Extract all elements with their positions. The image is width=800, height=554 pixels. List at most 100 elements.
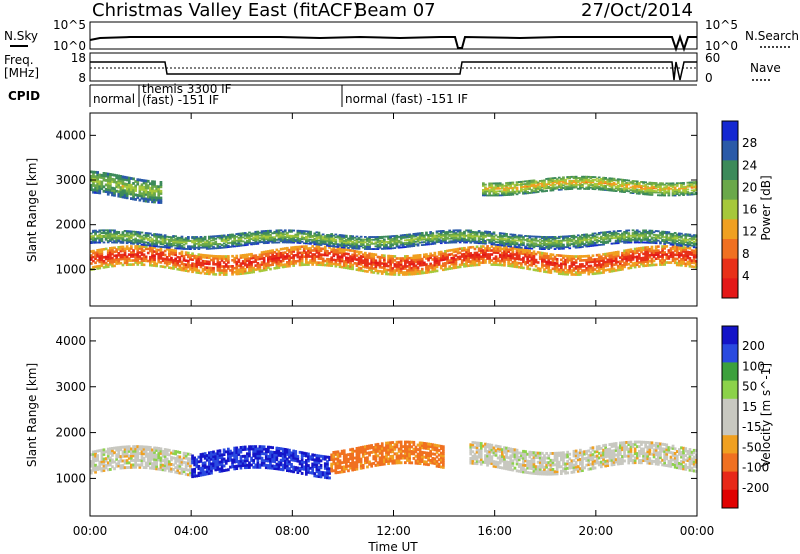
power-cell [515,257,519,261]
power-cell [420,241,424,244]
power-cell [410,241,414,244]
power-cell [576,187,580,190]
power-cell [117,240,121,243]
power-cell [235,262,239,266]
power-cell [140,183,144,187]
power-cell [562,180,565,183]
power-cell [633,263,637,267]
power-cell [460,232,464,234]
power-cell [321,238,325,241]
power-cell [551,188,555,190]
power-cell [431,241,435,244]
power-cell [663,245,666,248]
power-cell [243,234,247,237]
power-cell [117,262,121,265]
power-cell [456,237,460,240]
power-cell [338,259,342,263]
power-cell [547,177,551,180]
power-cell [136,243,140,246]
power-cell [182,243,186,246]
power-cell [305,253,308,256]
power-cell [597,237,601,240]
power-cell [587,244,591,246]
power-cell [239,243,243,246]
power-cell [243,255,247,259]
power-cell [106,237,110,240]
cpid-segment-1: normal [93,92,135,106]
power-cell [155,242,158,245]
power-cell [283,240,287,242]
power-cell [286,255,289,258]
power-cell [246,257,249,261]
power-cell [591,232,595,235]
power-cell [273,237,277,240]
power-cell [117,183,121,187]
power-cell [547,266,551,270]
power-cell [444,236,447,239]
power-cell [412,243,416,246]
power-cell [467,252,470,255]
power-cell [520,180,523,183]
power-cell [444,252,447,255]
power-cell [678,263,681,267]
power-cell [140,185,144,189]
power-cell [338,244,342,247]
power-cell [127,183,131,187]
power-cell [528,247,532,250]
power-cell [102,232,106,234]
power-cell [98,256,102,260]
power-cell [682,246,685,249]
power-cell [121,231,125,234]
power-cell [243,241,247,244]
power-cell [389,247,392,250]
power-cell [393,259,397,262]
power-cell [661,261,664,264]
power-cell [427,270,430,274]
power-cell [600,178,603,180]
power-cell [549,181,553,184]
power-cell [517,255,521,259]
power-cell [222,269,226,272]
power-cell [130,233,133,236]
power-cell [463,246,466,250]
power-cell [340,242,344,245]
power-cell [109,234,112,237]
power-cell [119,195,123,198]
power-cell [404,246,407,248]
power-cell [505,183,508,186]
power-cell [125,176,129,180]
power-cell [208,242,211,245]
power-cell [694,249,698,253]
power-cell [399,246,403,249]
power-cell [94,229,97,232]
power-cell [243,233,247,236]
power-cell [269,237,272,240]
power-cell [488,239,491,241]
power-cell [635,240,639,242]
power-cell [104,263,108,267]
power-cell [418,264,422,267]
power-cell [595,233,599,236]
power-cell [530,256,534,259]
power-cell [549,261,553,264]
power-cell [488,253,491,256]
power-cell [231,271,234,274]
power-cell [256,241,260,244]
power-cell [654,245,658,248]
power-cell [321,247,325,251]
power-cell [180,242,184,245]
power-cell [336,235,340,238]
power-cell [469,264,473,267]
power-cell [182,267,186,270]
power-cell [661,234,664,237]
power-cell [269,255,272,259]
power-cell [323,249,327,253]
power-cell [509,236,513,238]
power-cell [136,261,140,264]
power-cell [473,247,477,251]
power-cell [498,241,502,244]
power-cell [170,236,173,239]
cpid-segment-3: normal (fast) -151 IF [345,92,468,106]
power-cell [109,177,112,181]
power-cell [203,245,207,248]
